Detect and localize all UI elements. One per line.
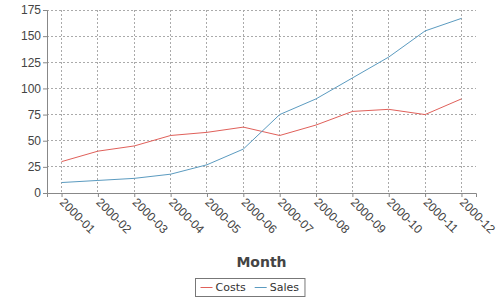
y-tick-mark [43,88,47,89]
x-tick-mark [207,193,208,197]
y-axis-line [43,11,48,194]
y-tick-mark [43,10,47,11]
x-tick: 2000-06 [239,193,280,237]
y-grid-line [47,140,476,141]
y-tick-label: 25 [28,160,42,174]
plot: 0 25 50 75 100 125 150 175 2000-012000-022000-03… [21,3,498,236]
x-tick-mark [425,193,426,197]
x-tick-mark [352,193,353,197]
x-grid-line [243,10,244,193]
x-grid-line [461,10,462,193]
x-tick-label: 2000-06 [239,195,280,236]
x-grid-line [61,10,62,193]
x-tick: 2000-11 [421,193,462,236]
x-axis-title: Month [236,254,286,270]
y-tick-label: 0 [34,186,41,200]
y-axis: 0 25 50 75 100 125 150 175 [21,3,48,200]
y-tick: 50 [28,134,47,148]
legend-swatch [201,287,213,288]
x-tick-label: 2000-10 [384,195,425,236]
grid [47,10,476,193]
x-tick-mark [389,193,390,197]
x-tick: 2000-01 [57,193,98,237]
y-tick-mark [43,36,47,37]
x-tick-mark [134,193,135,197]
x-grid-line [425,10,426,193]
x-grid-line [388,10,389,193]
x-tick-mark [461,193,462,197]
y-tick-mark [43,141,47,142]
legend-item: Sales [255,281,300,294]
x-tick-label: 2000-01 [57,195,98,236]
series-line [62,99,462,162]
y-grid-line [47,36,476,37]
y-grid-line [47,88,476,89]
y-tick-label: 150 [21,29,41,43]
x-grid-line [352,10,353,193]
x-tick-label: 2000-05 [202,195,243,236]
y-tick-mark [43,193,47,194]
x-tick-mark [98,193,99,197]
x-tick-label: 2000-08 [311,195,352,236]
y-tick-label: 50 [28,134,42,148]
x-tick-mark [171,193,172,197]
x-tick-label: 2000-02 [93,195,134,236]
y-tick-mark [43,167,47,168]
plot-background [47,10,476,193]
y-grid-line [47,166,476,167]
x-grid-line [134,10,135,193]
y-tick-label: 75 [28,108,42,122]
y-tick: 125 [21,56,47,70]
y-grid-line [47,114,476,115]
x-tick-mark [62,193,63,197]
x-tick-label: 2000-12 [457,195,498,236]
y-tick: 75 [28,108,47,122]
x-tick: 2000-05 [202,193,243,237]
y-tick: 0 [34,186,47,200]
chart: 0 25 50 75 100 125 150 175 2000-012000-022000-03… [0,0,500,300]
legend-item: Costs [201,281,246,294]
y-tick-label: 100 [21,82,41,96]
y-tick-mark [43,62,47,63]
y-grid-line [47,10,476,11]
x-tick-mark [280,193,281,197]
x-axis-line [48,194,477,198]
legend-box [196,279,305,297]
x-grid-line [170,10,171,193]
y-tick: 175 [21,3,47,17]
x-grid-line [206,10,207,193]
y-tick-label: 175 [21,3,41,17]
x-tick: 2000-10 [384,193,425,237]
x-tick-label: 2000-04 [166,195,207,236]
x-tick: 2000-07 [275,193,316,237]
x-tick: 2000-04 [166,193,207,237]
series-lines [62,18,462,182]
legend-label: Sales [270,281,300,294]
series-line [62,18,462,182]
y-grid-line [47,62,476,63]
x-tick-mark [243,193,244,197]
y-tick-label: 125 [21,56,41,70]
x-tick: 2000-03 [130,193,171,237]
y-tick: 150 [21,29,47,43]
legend-label: Costs [216,281,246,294]
x-grid-line [97,10,98,193]
y-tick: 25 [28,160,47,174]
x-tick: 2000-02 [93,193,134,237]
x-tick-mark [316,193,317,197]
x-tick: 2000-09 [348,193,389,237]
legend: Costs Sales [196,279,305,297]
legend-swatch [255,287,267,288]
y-tick-mark [43,115,47,116]
x-grid-line [279,10,280,193]
x-tick: 2000-08 [311,193,352,237]
x-axis: 2000-012000-022000-032000-042000-052000-… [48,193,499,237]
x-grid-line [316,10,317,193]
x-tick-label: 2000-11 [421,195,462,236]
x-tick: 2000-12 [457,193,498,237]
x-tick-label: 2000-03 [130,195,171,236]
x-tick-label: 2000-07 [275,195,316,236]
y-tick: 100 [21,82,47,96]
x-tick-label: 2000-09 [348,195,389,236]
